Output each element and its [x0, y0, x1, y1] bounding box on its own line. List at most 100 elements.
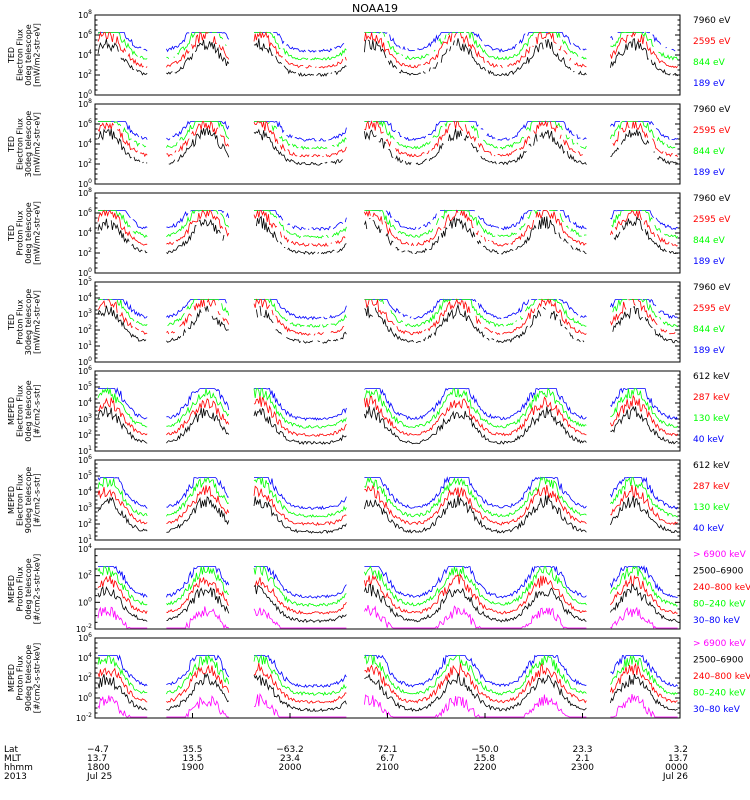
series-trace-red	[97, 120, 678, 158]
legend-entry: 240–800 keV	[693, 672, 750, 682]
legend-entry: 7960 eV	[693, 16, 731, 26]
series-trace-black	[97, 405, 678, 445]
series-trace-black	[97, 127, 678, 166]
y-axis-label: Electron Flux	[16, 474, 25, 526]
y-tick-label: 108	[78, 187, 92, 198]
y-tick-label: 102	[78, 247, 92, 258]
x-tick-mlt: 13.7	[87, 754, 107, 764]
x-tick-hhmm: 2200	[474, 763, 497, 773]
x-tick-mlt: 6.7	[380, 754, 394, 764]
y-tick-label: 108	[78, 98, 92, 109]
legend-entry: 2500–6900	[693, 567, 744, 577]
y-tick-label: 102	[78, 158, 92, 169]
y-axis-label: Electron Flux	[16, 29, 25, 81]
y-tick-label: 104	[78, 397, 92, 408]
y-axis-label: [mW/m2-str-eV]	[33, 23, 42, 87]
y-tick-label: 106	[78, 207, 92, 218]
panel-frame	[94, 548, 681, 630]
x-tick-lat: 3.2	[674, 745, 688, 755]
y-tick-label: 102	[78, 672, 92, 683]
x-tick-hhmm: 1800	[87, 763, 110, 773]
x-tick-hhmm: 0000	[665, 763, 688, 773]
legend-entry: 844 eV	[693, 325, 726, 335]
x-tick-lat: 72.1	[377, 745, 397, 755]
series-trace-blue	[98, 387, 678, 422]
y-axis-label: 90deg telescope	[24, 467, 33, 534]
series-trace-blue	[98, 565, 678, 599]
x-row-label: MLT	[4, 754, 22, 764]
y-axis-label: TED	[7, 225, 16, 242]
series-trace-black	[97, 38, 678, 77]
legend-entry: > 6900 keV	[693, 639, 747, 649]
series-trace-black	[97, 215, 678, 255]
y-tick-label: 105	[78, 381, 92, 392]
y-tick-label: 102	[78, 570, 92, 581]
legend-entry: 130 keV	[693, 414, 730, 424]
x-tick-hhmm: 2300	[571, 763, 594, 773]
x-tick-mlt: 15.8	[475, 754, 495, 764]
y-tick-label: 100	[78, 89, 92, 100]
legend-entry: 844 eV	[693, 147, 726, 157]
y-tick-label: 100	[78, 267, 92, 278]
x-tick-lat: −4.7	[87, 745, 109, 755]
panel-1: 100 102 104 106 108 TED Electron Flux 0deg tele…	[7, 9, 731, 100]
y-tick-label: 103	[78, 308, 92, 319]
legend-entry: 189 eV	[693, 257, 726, 267]
panel-frame	[94, 637, 681, 719]
y-tick-label: 108	[78, 9, 92, 20]
series-trace-blue	[98, 654, 678, 688]
series-trace-red	[97, 484, 678, 526]
x-row-label: hhmm	[4, 763, 33, 773]
y-axis-label: 0deg telescope	[24, 558, 33, 619]
panel-5: 101 102 103 104 105 106 MEPED Electron Flux 0deg…	[7, 365, 730, 456]
series-trace-black	[97, 673, 678, 712]
y-tick-label: 104	[78, 486, 92, 497]
legend-entry: 844 eV	[693, 236, 726, 246]
y-tick-label: 105	[78, 276, 92, 287]
legend-entry: 612 keV	[693, 461, 730, 471]
series-trace-blue	[97, 476, 678, 511]
legend-entry: 130 keV	[693, 503, 730, 513]
y-tick-label: 101	[78, 340, 92, 351]
chart-title: NOAA19	[352, 2, 398, 15]
y-tick-label: 100	[78, 596, 92, 607]
y-tick-label: 106	[78, 454, 92, 465]
series-trace-green	[97, 565, 678, 608]
y-axis-label: TED	[7, 314, 16, 331]
series-trace-blue	[98, 210, 678, 232]
y-axis-label: Proton Flux	[16, 210, 25, 255]
x-tick-hhmm: 2100	[376, 763, 399, 773]
y-tick-label: 10-2	[76, 712, 92, 723]
y-tick-label: 101	[78, 445, 92, 456]
y-axis-label: MEPED	[7, 664, 16, 692]
series-trace-blue	[98, 298, 678, 321]
legend-entry: 30–80 keV	[693, 705, 741, 715]
series-trace-black	[97, 583, 678, 624]
x-tick-lat: −63.2	[276, 745, 304, 755]
y-axis-label: [mW/m2-str-eV]	[33, 290, 42, 354]
y-axis-label: [#/cm2-s-str-keV]	[33, 554, 42, 625]
legend-entry: 287 keV	[693, 482, 730, 492]
y-axis-label: Electron Flux	[16, 385, 25, 437]
x-tick-lat: 35.5	[182, 745, 202, 755]
panel-7: 10-2 100 102 104 MEPED Proton Flux 0deg telesc…	[7, 543, 750, 634]
x-row-label: 2013	[4, 772, 27, 782]
legend-entry: 844 eV	[693, 58, 726, 68]
y-axis-label: MEPED	[7, 397, 16, 425]
y-tick-label: 104	[78, 292, 92, 303]
y-tick-label: 105	[78, 470, 92, 481]
series-trace-red	[97, 573, 678, 615]
panel-2: 100 102 104 106 108 TED Electron Flux 30deg tel…	[7, 98, 731, 189]
y-tick-label: 106	[78, 118, 92, 129]
panel-3: 100 102 104 106 108 TED Proton Flux 0deg telesc…	[7, 187, 731, 278]
y-tick-label: 100	[78, 692, 92, 703]
y-axis-label: MEPED	[7, 575, 16, 603]
series-trace-black	[97, 495, 678, 534]
y-axis-label: Proton Flux	[16, 299, 25, 344]
y-axis-label: 90deg telescope	[24, 645, 33, 712]
x-tick-mlt: 13.7	[668, 754, 688, 764]
y-axis-label: Electron Flux	[16, 118, 25, 170]
y-tick-label: 102	[78, 518, 92, 529]
y-tick-label: 100	[78, 356, 92, 367]
legend-entry: 189 eV	[693, 168, 726, 178]
